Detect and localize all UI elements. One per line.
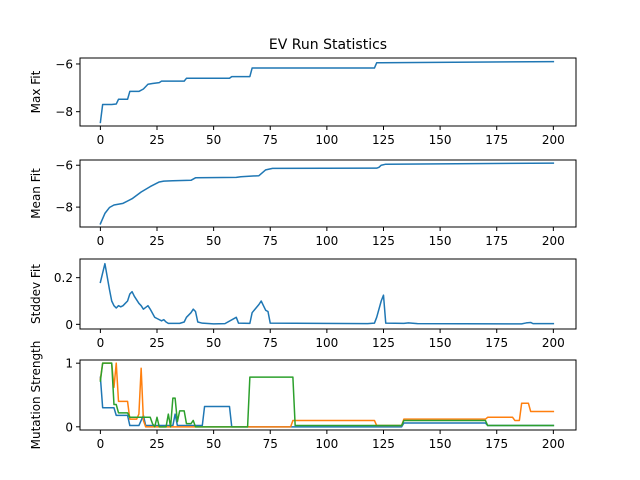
x-tick-label: 75 — [263, 336, 278, 350]
x-tick-label: 175 — [485, 133, 508, 147]
chart-title: EV Run Statistics — [269, 37, 387, 53]
y-axis-label: Mutation Strength — [29, 341, 43, 450]
series-line-1 — [99, 162, 555, 225]
x-tick-label: 150 — [429, 437, 452, 451]
x-tick-label: 150 — [429, 133, 452, 147]
y-tick-label: 0 — [65, 420, 73, 434]
x-tick-label: 50 — [206, 133, 221, 147]
x-tick-label: 0 — [97, 336, 105, 350]
y-axis-label: Mean Fit — [29, 168, 43, 219]
y-axis-label: Stddev Fit — [29, 264, 43, 324]
series-line-1 — [99, 60, 555, 124]
x-tick-label: 75 — [263, 133, 278, 147]
subplot-2: 0 25 50 75 100 125 150 175 200 −8 −6 Mean Fit — [29, 159, 577, 248]
y-tick-label: 1 — [65, 357, 73, 371]
x-tick-label: 200 — [542, 336, 565, 350]
x-tick-label: 175 — [485, 234, 508, 248]
x-tick-label: 50 — [206, 336, 221, 350]
series-line-1 — [99, 262, 555, 325]
x-tick-label: 200 — [542, 133, 565, 147]
y-tick-label: 0.2 — [54, 271, 73, 285]
x-tick-label: 100 — [315, 133, 338, 147]
plot-frame — [79, 57, 577, 127]
subplot-3: 0 25 50 75 100 125 150 175 200 0 0.2 Stddev Fit — [29, 258, 577, 350]
x-tick-label: 25 — [149, 234, 164, 248]
x-tick-label: 50 — [206, 234, 221, 248]
y-tick-label: −8 — [55, 105, 73, 119]
plot-frame — [79, 258, 577, 330]
plot-frame — [79, 359, 577, 431]
x-tick-label: 100 — [315, 336, 338, 350]
x-tick-label: 200 — [542, 234, 565, 248]
x-tick-label: 125 — [372, 437, 395, 451]
x-tick-label: 125 — [372, 336, 395, 350]
x-tick-label: 200 — [542, 437, 565, 451]
y-tick-label: 0 — [65, 318, 73, 332]
y-tick-label: −6 — [55, 159, 73, 173]
x-tick-label: 75 — [263, 437, 278, 451]
x-tick-label: 0 — [97, 133, 105, 147]
x-tick-label: 125 — [372, 234, 395, 248]
x-tick-label: 0 — [97, 437, 105, 451]
series-line-1 — [99, 376, 555, 428]
x-tick-label: 150 — [429, 234, 452, 248]
x-tick-label: 100 — [315, 437, 338, 451]
x-tick-label: 100 — [315, 234, 338, 248]
y-axis-label: Max Fit — [29, 70, 43, 113]
subplot-4: 0 25 50 75 100 125 150 175 200 0 1 Mutation Strengt… — [29, 341, 577, 451]
x-tick-label: 125 — [372, 133, 395, 147]
y-tick-label: −6 — [55, 57, 73, 71]
y-tick-label: −8 — [55, 201, 73, 215]
x-tick-label: 175 — [485, 336, 508, 350]
x-tick-label: 25 — [149, 133, 164, 147]
x-tick-label: 0 — [97, 234, 105, 248]
x-tick-label: 75 — [263, 234, 278, 248]
x-tick-label: 50 — [206, 437, 221, 451]
subplot-1: 0 25 50 75 100 125 150 175 200 −8 −6 Max Fit — [29, 57, 577, 147]
series-line-2 — [99, 362, 555, 428]
plot-frame — [79, 159, 577, 228]
x-tick-label: 25 — [149, 437, 164, 451]
x-tick-label: 175 — [485, 437, 508, 451]
series-line-3 — [99, 362, 555, 428]
x-tick-label: 25 — [149, 336, 164, 350]
x-tick-label: 150 — [429, 336, 452, 350]
